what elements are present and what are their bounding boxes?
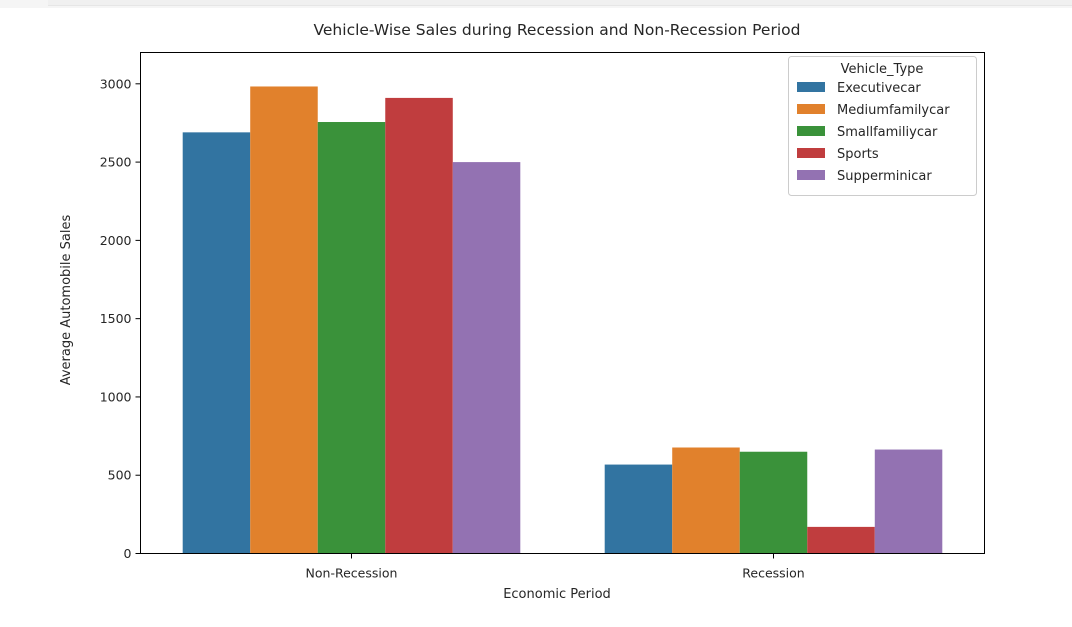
- bar-smallfamiliycar-non-recession: [317, 122, 386, 554]
- y-tick-label: 1000: [100, 389, 132, 404]
- y-tick-label: 2000: [100, 233, 132, 248]
- y-tick-label: 3000: [100, 76, 132, 91]
- plot-frame: [140, 52, 985, 554]
- legend-label-smallfamiliycar: Smallfamiliycar: [837, 125, 938, 140]
- cell-input-edge: [48, 0, 1072, 6]
- x-tick-label: Non-Recession: [306, 566, 398, 581]
- legend-swatch-smallfamiliycar: [797, 126, 825, 136]
- bar-executivecar-recession: [604, 464, 673, 554]
- legend-swatch-supperminicar: [797, 170, 825, 180]
- legend-swatch-mediumfamilycar: [797, 104, 825, 114]
- bar-mediumfamilycar-recession: [672, 447, 740, 554]
- legend-title: Vehicle_Type: [841, 62, 924, 77]
- bar-sports-recession: [807, 526, 875, 554]
- chart-title: Vehicle-Wise Sales during Recession and …: [314, 21, 801, 39]
- legend-box: [788, 56, 977, 196]
- legend-label-executivecar: Executivecar: [837, 81, 921, 96]
- bar-supperminicar-recession: [874, 449, 943, 554]
- y-axis-label: Average Automobile Sales: [59, 215, 74, 386]
- bar-supperminicar-non-recession: [452, 162, 521, 554]
- cell-top-border: [0, 0, 1072, 8]
- x-tick-label: Recession: [742, 566, 804, 581]
- legend-label-sports: Sports: [837, 147, 879, 162]
- x-axis-ticks: Non-Recession Recession: [306, 553, 805, 581]
- bar-mediumfamilycar-non-recession: [250, 86, 318, 554]
- bars-group: [182, 86, 943, 554]
- y-tick-label: 500: [108, 468, 132, 483]
- y-tick-label: 2500: [100, 155, 132, 170]
- legend: Vehicle_Type Executivecar Mediumfamilycar…: [788, 56, 977, 196]
- legend-label-supperminicar: Supperminicar: [837, 169, 932, 184]
- y-axis-ticks: 0 500 1000 1500 2000 2500 3000: [100, 76, 141, 561]
- legend-swatch-executivecar: [797, 82, 825, 92]
- bar-executivecar-non-recession: [182, 132, 251, 554]
- legend-swatch-sports: [797, 148, 825, 158]
- bar-sports-non-recession: [385, 97, 453, 554]
- y-tick-label: 1500: [100, 311, 132, 326]
- x-axis-label: Economic Period: [503, 587, 611, 602]
- legend-label-mediumfamilycar: Mediumfamilycar: [837, 103, 950, 118]
- bar-smallfamiliycar-recession: [739, 451, 808, 554]
- y-tick-label: 0: [124, 546, 132, 561]
